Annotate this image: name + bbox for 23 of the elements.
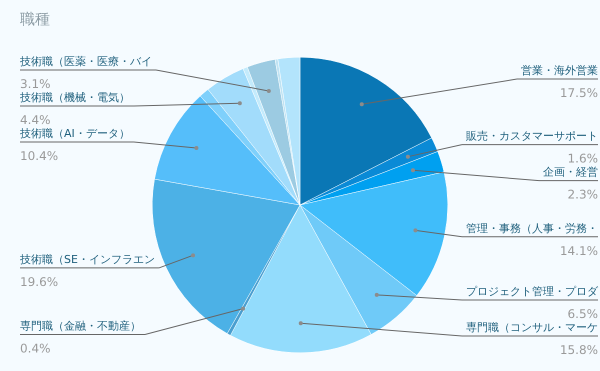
data-label: 2.3% — [568, 188, 598, 202]
data-label: 14.1% — [560, 244, 598, 258]
slice-label: 企画・経営 — [543, 166, 598, 179]
slice-label: 技術職（SE・インフラエン — [19, 252, 155, 266]
slice-label: 営業・海外営業 — [521, 64, 598, 78]
data-label: 17.5% — [560, 86, 598, 100]
data-label: 0.4% — [20, 341, 50, 356]
data-label: 19.6% — [20, 274, 58, 289]
slice-label: 管理・事務（人事・労務・ — [466, 222, 598, 235]
data-label: 6.5% — [568, 307, 598, 321]
slice-label: プロジェクト管理・プロダ — [466, 285, 599, 298]
slice-label: 専門職（金融・不動産） — [20, 319, 141, 332]
slice-label: 技術職（医薬・医療・バイ — [19, 55, 152, 68]
slice-label: 技術職（機械・電気） — [19, 91, 130, 104]
data-label: 4.4% — [20, 113, 50, 127]
data-label: 1.6% — [568, 152, 598, 166]
data-label: 10.4% — [20, 149, 58, 163]
chart-title: 職種 — [20, 10, 50, 29]
slice-label: 販売・カスタマーサポート — [466, 130, 598, 143]
slice-label: 技術職（AI・データ） — [19, 127, 130, 140]
data-label: 15.8% — [560, 343, 598, 357]
slice-label: 専門職（コンサル・マーケ — [466, 321, 598, 334]
data-label: 3.1% — [20, 77, 50, 91]
